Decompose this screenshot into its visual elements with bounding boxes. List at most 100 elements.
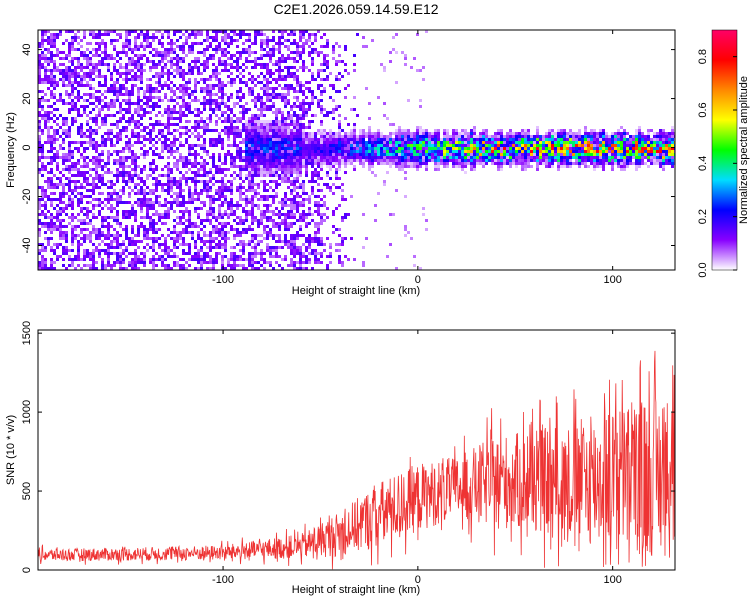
heatmap-cell: [164, 126, 167, 129]
heatmap-cell: [341, 183, 344, 186]
heatmap-cell: [248, 225, 251, 228]
heatmap-cell: [233, 204, 236, 207]
heatmap-cell: [95, 75, 98, 78]
heatmap-cell: [206, 129, 209, 132]
heatmap-cell: [41, 264, 44, 267]
heatmap-cell: [281, 207, 284, 210]
heatmap-cell: [293, 30, 296, 33]
heatmap-cell: [134, 42, 137, 45]
heatmap-cell: [125, 30, 128, 33]
heatmap-cell: [62, 183, 65, 186]
heatmap-cell: [62, 153, 65, 156]
heatmap-cell: [209, 249, 212, 252]
heatmap-cell: [272, 162, 275, 165]
heatmap-cell: [266, 183, 269, 186]
heatmap-cell: [242, 249, 245, 252]
heatmap-cell: [248, 33, 251, 36]
heatmap-cell: [98, 54, 101, 57]
heatmap-cell: [110, 264, 113, 267]
heatmap-cell: [272, 120, 275, 123]
heatmap-cell: [131, 264, 134, 267]
heatmap-cell: [92, 144, 95, 147]
heatmap-cell: [89, 201, 92, 204]
heatmap-cell: [200, 168, 203, 171]
heatmap-cell: [326, 78, 329, 81]
heatmap-cell: [209, 207, 212, 210]
heatmap-cell: [146, 132, 149, 135]
heatmap-cell: [95, 249, 98, 252]
heatmap-cell: [221, 99, 224, 102]
heatmap-cell: [305, 102, 308, 105]
heatmap-cell: [314, 138, 317, 141]
heatmap-cell: [203, 150, 206, 153]
heatmap-cell: [110, 132, 113, 135]
heatmap-cell: [107, 30, 110, 33]
heatmap-cell: [38, 186, 41, 189]
heatmap-cell: [164, 258, 167, 261]
heatmap-cell: [248, 120, 251, 123]
heatmap-cell: [317, 225, 320, 228]
heatmap-cell: [299, 81, 302, 84]
heatmap-cell: [317, 150, 320, 153]
heatmap-cell: [272, 51, 275, 54]
heatmap-cell: [62, 249, 65, 252]
heatmap-cell: [281, 54, 284, 57]
heatmap-cell: [44, 195, 47, 198]
heatmap-cell: [272, 102, 275, 105]
heatmap-cell: [269, 123, 272, 126]
heatmap-cell: [62, 186, 65, 189]
heatmap-cell: [137, 231, 140, 234]
heatmap-cell: [329, 186, 332, 189]
heatmap-cell: [323, 243, 326, 246]
heatmap-cell: [299, 57, 302, 60]
heatmap-cell: [143, 153, 146, 156]
heatmap-cell: [209, 210, 212, 213]
heatmap-cell: [83, 51, 86, 54]
heatmap-cell: [386, 147, 389, 150]
heatmap-cell: [143, 90, 146, 93]
heatmap-cell: [110, 114, 113, 117]
heatmap-cell: [314, 210, 317, 213]
heatmap-cell: [56, 33, 59, 36]
heatmap-cell: [41, 162, 44, 165]
heatmap-cell: [377, 132, 380, 135]
heatmap-cell: [197, 216, 200, 219]
heatmap-cell: [332, 132, 335, 135]
heatmap-cell: [119, 150, 122, 153]
heatmap-cell: [92, 261, 95, 264]
heatmap-cell: [86, 141, 89, 144]
heatmap-cell: [305, 114, 308, 117]
heatmap-cell: [326, 75, 329, 78]
heatmap-cell: [227, 96, 230, 99]
heatmap-cell: [89, 189, 92, 192]
heatmap-cell: [251, 90, 254, 93]
heatmap-cell: [218, 60, 221, 63]
heatmap-cell: [323, 108, 326, 111]
heatmap-cell: [206, 267, 209, 270]
heatmap-cell: [239, 96, 242, 99]
heatmap-cell: [266, 225, 269, 228]
heatmap-cell: [125, 171, 128, 174]
heatmap-cell: [47, 69, 50, 72]
heatmap-cell: [278, 45, 281, 48]
heatmap-cell: [269, 228, 272, 231]
heatmap-cell: [212, 207, 215, 210]
heatmap-cell: [230, 111, 233, 114]
heatmap-cell: [233, 165, 236, 168]
heatmap-cell: [101, 51, 104, 54]
heatmap-cell: [317, 171, 320, 174]
heatmap-cell: [125, 210, 128, 213]
heatmap-cell: [80, 183, 83, 186]
heatmap-cell: [80, 228, 83, 231]
heatmap-cell: [299, 201, 302, 204]
heatmap-cell: [275, 78, 278, 81]
heatmap-cell: [65, 75, 68, 78]
heatmap-cell: [233, 141, 236, 144]
heatmap-cell: [284, 60, 287, 63]
heatmap-cell: [194, 81, 197, 84]
heatmap-cell: [323, 204, 326, 207]
heatmap-cell: [53, 96, 56, 99]
heatmap-cell: [245, 108, 248, 111]
heatmap-cell: [197, 33, 200, 36]
heatmap-cell: [110, 195, 113, 198]
